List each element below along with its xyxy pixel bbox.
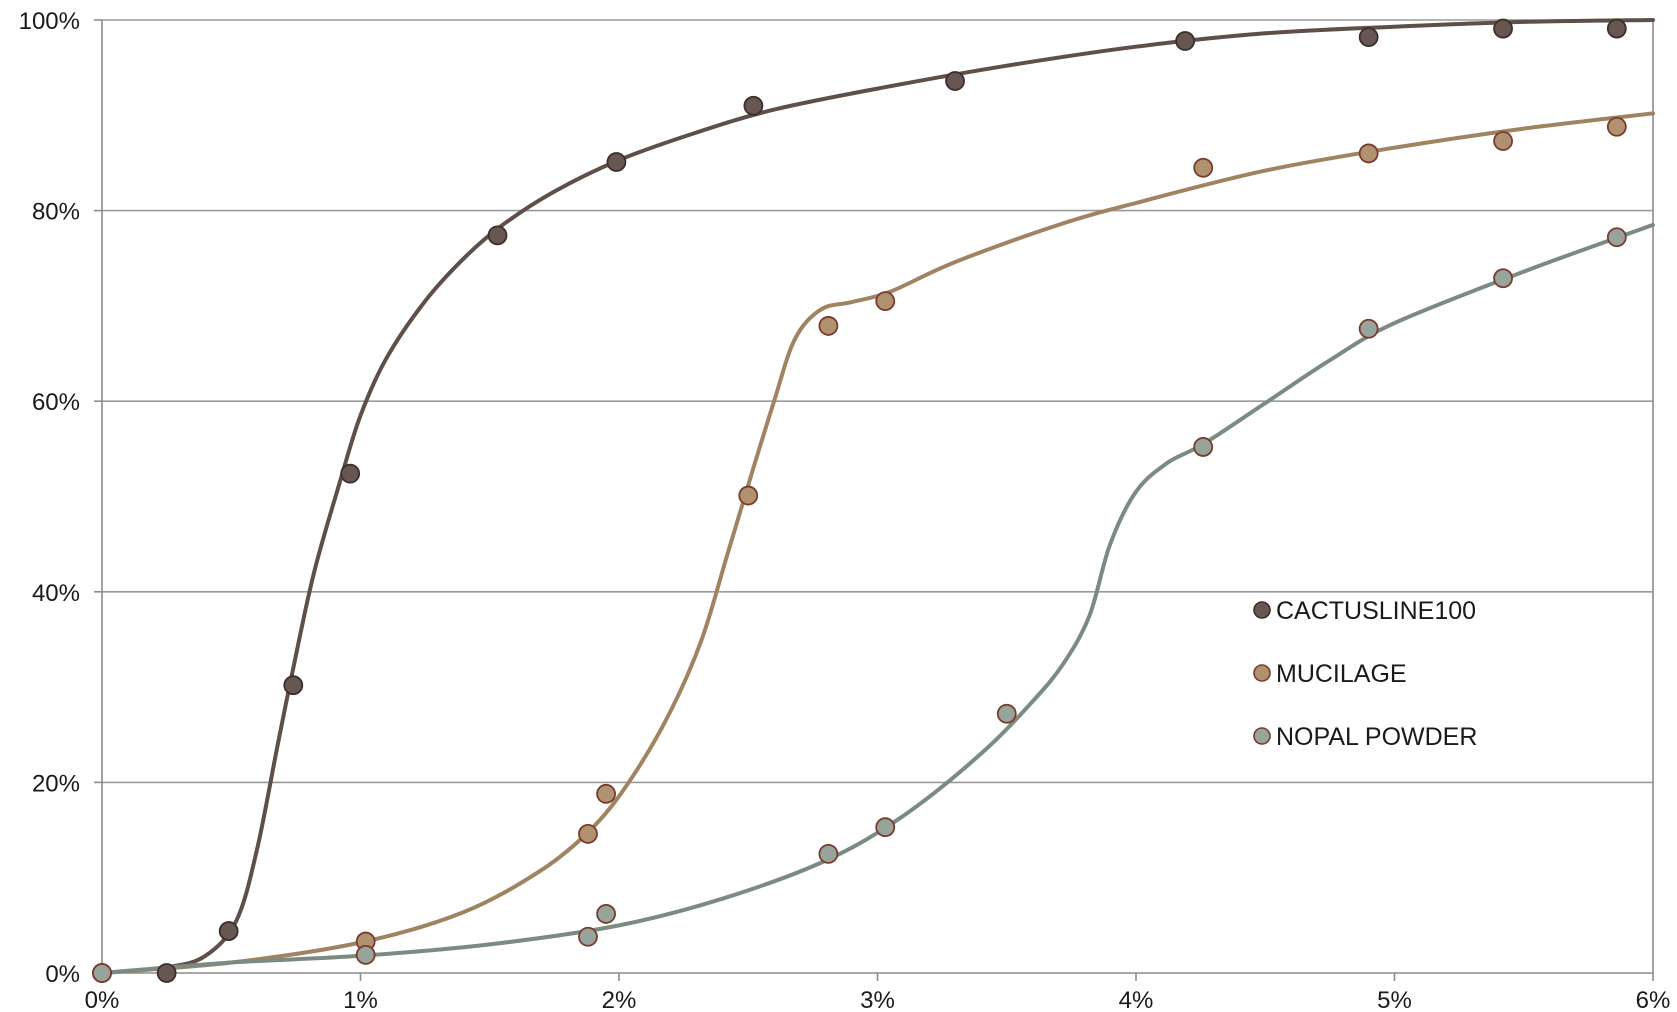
- legend-marker-nopal-powder: [1253, 727, 1271, 745]
- axes: 0% 1% 2% 3% 4% 5% 6% 0% 20% 40% 60% 80% 100%: [19, 8, 1671, 1012]
- data-points: [92, 18, 1627, 983]
- series-line-mucilage: [100, 111, 1655, 975]
- series-points-mucilage: [92, 116, 1627, 983]
- data-point-nopal-powder: [1606, 227, 1627, 248]
- data-point-nopal-powder: [1358, 318, 1379, 339]
- data-point-cactusline100: [743, 95, 764, 116]
- trend-curves: [100, 18, 1655, 975]
- x-tick-label: 3%: [860, 987, 895, 1012]
- data-point-cactusline100: [340, 463, 361, 484]
- data-point-mucilage: [1193, 157, 1214, 178]
- data-point-cactusline100: [156, 963, 177, 983]
- legend-marker-mucilage: [1253, 664, 1271, 682]
- data-point-nopal-powder: [92, 963, 112, 983]
- data-point-cactusline100: [487, 225, 508, 246]
- data-point-nopal-powder: [875, 817, 896, 838]
- data-point-cactusline100: [1358, 27, 1379, 48]
- data-point-cactusline100: [218, 921, 239, 941]
- data-point-cactusline100: [945, 71, 965, 91]
- data-point-nopal-powder: [818, 843, 839, 864]
- y-tick-label: 100%: [19, 8, 80, 35]
- data-point-mucilage: [578, 823, 598, 844]
- y-tick-label: 80%: [32, 199, 80, 226]
- x-tick-label: 6%: [1636, 987, 1671, 1012]
- x-tick-label: 2%: [602, 987, 637, 1012]
- data-point-nopal-powder: [578, 926, 598, 947]
- data-point-nopal-powder: [1493, 268, 1513, 289]
- series-points-nopal-powder: [92, 227, 1627, 983]
- x-tick-label: 5%: [1377, 987, 1412, 1012]
- data-point-nopal-powder: [996, 703, 1017, 724]
- data-point-cactusline100: [1493, 18, 1513, 39]
- data-point-cactusline100: [606, 152, 627, 172]
- data-point-mucilage: [1493, 131, 1513, 151]
- grid-lines: [102, 19, 1653, 784]
- data-point-mucilage: [1606, 116, 1627, 137]
- legend-label-cactusline100: CACTUSLINE100: [1276, 597, 1476, 625]
- data-point-mucilage: [738, 485, 759, 506]
- legend: CACTUSLINE100 MUCILAGE NOPAL POWDER: [1253, 597, 1477, 751]
- series-line-nopal-powder: [100, 222, 1655, 975]
- x-tick-label: 1%: [343, 987, 378, 1012]
- legend-marker-cactusline100: [1253, 601, 1271, 619]
- y-tick-label: 0%: [45, 961, 80, 988]
- x-tick-label: 4%: [1119, 987, 1154, 1012]
- data-point-mucilage: [875, 291, 896, 312]
- legend-label-mucilage: MUCILAGE: [1276, 660, 1407, 688]
- data-point-nopal-powder: [355, 944, 376, 965]
- legend-label-nopal-powder: NOPAL POWDER: [1276, 723, 1477, 751]
- y-tick-label: 60%: [32, 389, 80, 416]
- data-point-cactusline100: [1175, 31, 1196, 51]
- data-point-nopal-powder: [1193, 437, 1214, 457]
- y-tick-label: 20%: [32, 770, 80, 797]
- series-line-cactusline100: [100, 18, 1655, 975]
- data-point-cactusline100: [1606, 18, 1627, 39]
- data-point-mucilage: [1358, 143, 1379, 164]
- data-point-mucilage: [596, 783, 616, 804]
- data-point-mucilage: [818, 316, 839, 336]
- data-point-cactusline100: [283, 675, 304, 696]
- x-tick-label: 0%: [85, 987, 120, 1012]
- series-points-cactusline100: [92, 18, 1627, 983]
- y-tick-label: 40%: [32, 580, 80, 607]
- data-point-nopal-powder: [596, 904, 616, 924]
